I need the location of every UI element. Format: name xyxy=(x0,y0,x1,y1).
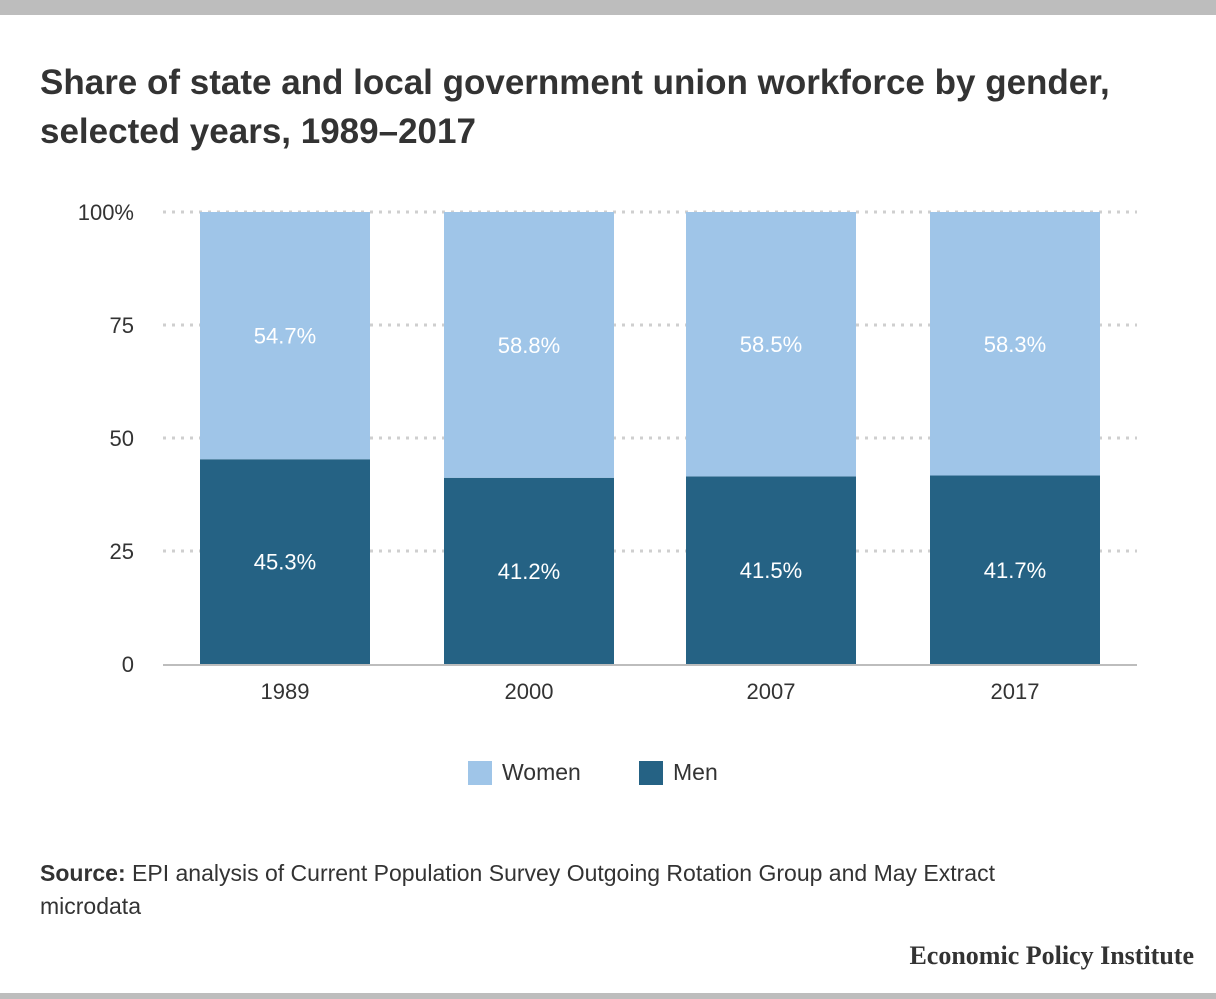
data-label-women: 58.5% xyxy=(740,332,802,357)
bar-women xyxy=(444,212,614,478)
bar-men xyxy=(930,475,1100,664)
bar-women xyxy=(200,212,370,460)
x-tick-label: 2007 xyxy=(747,679,796,704)
source-text: EPI analysis of Current Population Surve… xyxy=(40,860,995,919)
y-tick-label: 25 xyxy=(110,539,134,564)
data-label-women: 54.7% xyxy=(254,324,316,349)
source-note: Source: EPI analysis of Current Populati… xyxy=(40,857,1100,923)
data-label-men: 41.5% xyxy=(740,558,802,583)
bar-women xyxy=(930,212,1100,476)
legend-label-women: Women xyxy=(502,759,581,785)
x-tick-label: 2000 xyxy=(505,679,554,704)
data-label-women: 58.8% xyxy=(498,333,560,358)
x-tick-label: 2017 xyxy=(991,679,1040,704)
x-tick-label: 1989 xyxy=(261,679,310,704)
y-tick-label: 100% xyxy=(78,200,134,225)
data-label-men: 41.2% xyxy=(498,559,560,584)
source-prefix: Source: xyxy=(40,860,126,886)
y-tick-label: 50 xyxy=(110,426,134,451)
chart-title: Share of state and local government unio… xyxy=(40,63,1110,151)
data-label-men: 41.7% xyxy=(984,558,1046,583)
legend-swatch-men xyxy=(639,760,663,785)
data-label-women: 58.3% xyxy=(984,332,1046,357)
bottom-bar xyxy=(0,993,1216,999)
bar-men xyxy=(444,477,614,664)
y-tick-label: 75 xyxy=(110,313,134,338)
data-label-men: 45.3% xyxy=(254,550,316,575)
legend-item-men: Men xyxy=(639,759,718,786)
legend-label-men: Men xyxy=(673,759,718,785)
y-tick-label: 0 xyxy=(122,652,134,677)
stacked-bar-chart: 0 25 50 75 100% 45.3% 54.7% 1989 41.2% 58.8% 2000 4… xyxy=(78,200,1137,704)
bar-men xyxy=(686,476,856,664)
legend-item-women: Women xyxy=(468,759,581,786)
bar-men xyxy=(200,459,370,664)
legend-swatch-women xyxy=(468,760,492,785)
top-bar xyxy=(0,0,1216,15)
brand-logo-text: Economic Policy Institute xyxy=(909,941,1194,970)
legend: Women Men xyxy=(0,759,1216,789)
bar-women xyxy=(686,212,856,477)
